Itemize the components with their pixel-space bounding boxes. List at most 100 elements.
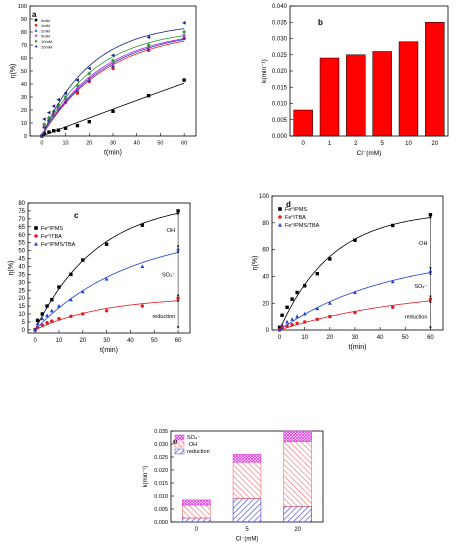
x-tick-label: 0	[33, 338, 37, 344]
data-point	[50, 298, 53, 301]
fit-line	[280, 273, 431, 330]
data-point	[50, 319, 53, 322]
x-tick-label: 5	[380, 141, 384, 147]
y-axis-label: k(min⁻¹)	[143, 466, 149, 488]
x-tick-label: 60	[181, 141, 187, 147]
legend-swatch	[175, 435, 184, 440]
legend-marker	[35, 29, 38, 32]
data-point	[57, 317, 60, 320]
y-tick-label: 70	[18, 217, 25, 223]
y-tick-label: 0.025	[272, 53, 288, 59]
x-tick-label: 50	[151, 338, 158, 344]
bar	[294, 110, 313, 136]
data-point	[328, 301, 332, 305]
data-point	[45, 304, 48, 307]
data-point	[285, 320, 289, 324]
legend-marker	[278, 223, 282, 227]
data-point	[290, 317, 294, 321]
series-1mM	[40, 37, 186, 138]
bar	[425, 22, 444, 136]
annotation-so4: SO₄⁻	[162, 273, 175, 279]
y-tick-label: 0.020	[272, 69, 288, 75]
legend-label: 10mM	[41, 39, 52, 44]
legend-marker	[278, 215, 282, 219]
data-point	[328, 257, 331, 260]
arrow-reduction-head	[429, 327, 432, 330]
data-point	[47, 130, 50, 133]
bar	[399, 42, 418, 136]
x-axis-label: Cl⁻(mM)	[357, 150, 382, 157]
legend-label: ·OH	[187, 442, 197, 448]
fit-line	[42, 29, 184, 136]
y-tick-label: 0.030	[154, 442, 168, 448]
y-tick-label: 0	[22, 328, 26, 334]
legend-label: 20mM	[41, 44, 52, 49]
y-tick-label: 20	[18, 296, 25, 302]
bar-segment-·OH	[284, 441, 312, 506]
annotations: ·OHSO₄⁻reduction	[152, 212, 179, 329]
data-point	[391, 224, 394, 227]
fit-line	[42, 40, 184, 136]
x-tick-label: 30	[103, 338, 110, 344]
y-tick-label: 75	[18, 209, 25, 215]
data-point	[69, 315, 72, 318]
legend-label: 2mM	[41, 28, 50, 33]
data-point	[81, 312, 84, 315]
legend-marker	[35, 35, 38, 38]
data-point	[105, 243, 108, 246]
y-tick-label: 0.000	[154, 520, 168, 526]
legend-label: Fe⁰/TBA	[41, 233, 62, 240]
data-point	[328, 315, 331, 318]
legend-label: reduction	[187, 449, 210, 455]
data-point	[285, 306, 288, 309]
data-point	[47, 111, 51, 115]
y-tick-label: 0.035	[272, 20, 288, 26]
annotation-reduction: reduction	[405, 315, 428, 321]
legend-marker	[35, 19, 38, 22]
y-tick-label: 10	[21, 121, 27, 127]
data-point	[57, 304, 61, 308]
data-point	[45, 314, 49, 318]
series-2mM	[40, 35, 186, 137]
bar-segment-reduction	[284, 506, 312, 522]
y-tick-label: 0.005	[154, 507, 168, 513]
data-point	[88, 120, 91, 123]
y-tick-label: 60	[18, 233, 25, 239]
legend-label: Fe⁰/PMS/TBA	[41, 241, 76, 248]
x-tick-label: 40	[127, 338, 134, 344]
legend-marker	[34, 226, 38, 230]
y-tick-label: 40	[262, 275, 269, 281]
x-axis-label: Cl⁻(mM)	[236, 537, 259, 543]
y-tick-label: 55	[18, 241, 25, 247]
data-point	[52, 129, 55, 132]
data-point	[290, 323, 293, 326]
data-point	[56, 98, 60, 102]
y-axis-label: η(%)	[252, 256, 259, 271]
y-axis-label: k(min⁻¹)	[261, 59, 268, 83]
y-tick-label: 45	[18, 257, 25, 263]
data-point	[42, 117, 46, 121]
legend-label: Fe⁰/PMS	[41, 225, 63, 232]
data-point	[316, 318, 319, 321]
annotation-oh: ·OH	[417, 241, 427, 247]
y-tick-label: 100	[18, 4, 27, 10]
legend-label: 1mM	[41, 23, 50, 28]
y-tick-label: 0.010	[272, 102, 288, 108]
panel-letter: c	[74, 211, 79, 220]
bar	[346, 55, 365, 136]
y-tick-label: 10	[18, 312, 25, 318]
data-point	[295, 322, 298, 325]
x-tick-label: 0	[40, 141, 43, 147]
x-tick-label: 50	[402, 335, 409, 341]
x-axis-label: t(min)	[104, 150, 122, 157]
x-tick-label: 10	[405, 141, 412, 147]
x-tick-label: 0	[301, 141, 305, 147]
x-tick-label: 10	[63, 141, 69, 147]
x-axis-label: t(min)	[100, 347, 118, 354]
x-tick-label: 40	[134, 141, 140, 147]
x-tick-label: 60	[427, 335, 434, 341]
legend-label: 0mM	[41, 18, 50, 23]
y-tick-label: 40	[18, 265, 25, 271]
